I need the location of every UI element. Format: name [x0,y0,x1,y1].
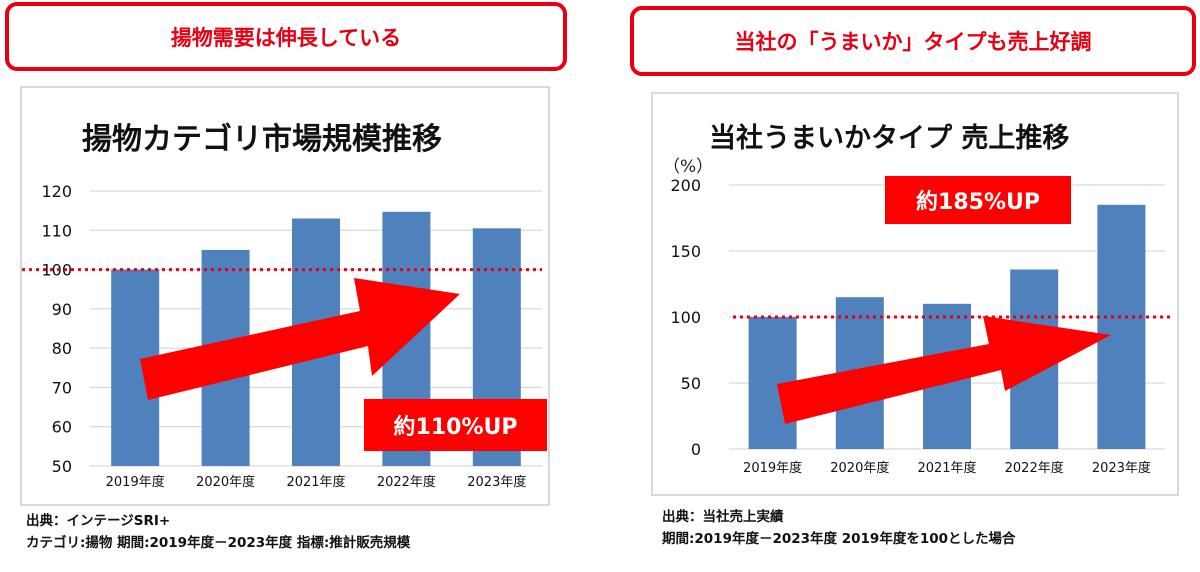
y-tick-label: 110 [41,221,72,240]
headline-right: 当社の「うまいか」タイプも売上好調 [630,6,1196,76]
bar [1097,204,1146,449]
growth-badge: 約185%UP [885,176,1071,224]
y-axis-unit: （%） [663,157,714,177]
y-tick-label: 200 [670,176,701,195]
chart-title: 当社うまいかタイプ 売上推移 [709,123,1070,154]
x-tick-label: 2021年度 [286,474,345,490]
source-note: 出典：当社売上実績 [662,509,784,525]
y-tick-label: 0 [691,440,701,459]
y-tick-label: 90 [52,300,72,319]
headline-left: 揚物需要は伸長している [5,2,567,71]
x-tick-label: 2022年度 [1005,460,1064,476]
y-tick-label: 150 [670,242,701,261]
x-tick-label: 2019年度 [743,460,802,476]
chart-svg-sales: 0 50 100 150 200 2019年度 2020年度 2021年度 2022年度 2023… [670,176,1171,476]
x-tick-label: 2022年度 [377,474,436,490]
y-tick-label: 120 [41,182,72,201]
growth-arrow [140,278,460,400]
x-tick-label: 2019年度 [106,474,165,490]
source-notes-right: 出典：当社売上実績 期間:2019年度－2023年度 2019年度を100とした… [662,506,1016,550]
source-note: 出典：インテージSRI+ [26,513,171,529]
x-tick-label: 2020年度 [830,460,889,476]
x-tick-label: 2020年度 [196,474,255,490]
y-tick-label: 100 [41,261,72,280]
x-tick-label: 2021年度 [917,460,976,476]
chart-title: 揚物カテゴリ市場規模推移 [82,122,442,157]
y-tick-label: 50 [52,457,72,476]
chart-panel-sales: 当社うまいかタイプ 売上推移 （%） 0 50 100 150 200 2019年度 202… [651,92,1179,496]
growth-arrow [777,316,1111,424]
y-tick-label: 70 [52,378,72,397]
y-tick-label: 50 [681,374,701,393]
x-tick-label: 2023年度 [467,474,526,490]
y-tick-label: 100 [670,308,701,327]
source-notes-left: 出典：インテージSRI+ カテゴリ:揚物 期間:2019年度－2023年度 指標… [26,510,410,554]
period-note: 期間:2019年度－2023年度 2019年度を100とした場合 [662,531,1016,547]
y-tick-label: 60 [52,418,72,437]
x-tick-label: 2023年度 [1092,460,1151,476]
chart-panel-market: 揚物カテゴリ市場規模推移 50 60 70 80 90 100 110 120 2019年度 20… [20,86,550,506]
y-tick-label: 80 [52,339,72,358]
growth-badge: 約110%UP [364,399,547,451]
period-note: カテゴリ:揚物 期間:2019年度－2023年度 指標:推計販売規模 [26,535,411,551]
